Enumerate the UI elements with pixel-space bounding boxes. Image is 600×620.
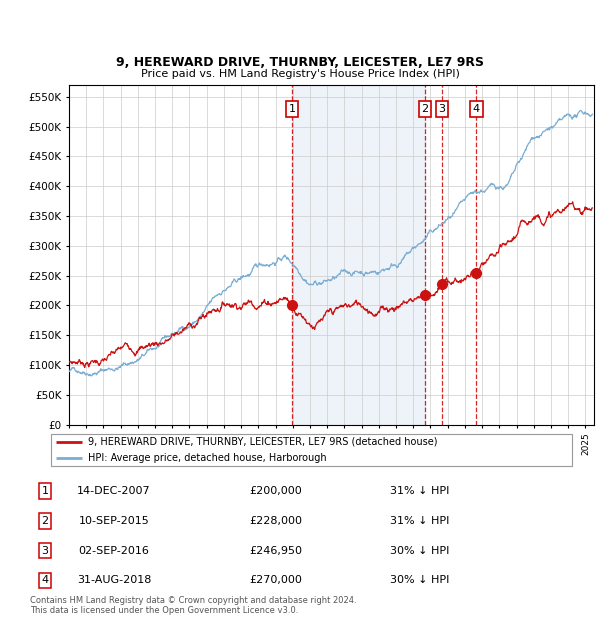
Text: 30% ↓ HPI: 30% ↓ HPI: [391, 575, 449, 585]
Text: 3: 3: [41, 546, 49, 556]
Text: 4: 4: [473, 104, 480, 114]
Text: £228,000: £228,000: [250, 516, 302, 526]
Text: 9, HEREWARD DRIVE, THURNBY, LEICESTER, LE7 9RS (detached house): 9, HEREWARD DRIVE, THURNBY, LEICESTER, L…: [88, 437, 437, 447]
Text: 9, HEREWARD DRIVE, THURNBY, LEICESTER, LE7 9RS: 9, HEREWARD DRIVE, THURNBY, LEICESTER, L…: [116, 56, 484, 68]
Text: 31% ↓ HPI: 31% ↓ HPI: [391, 516, 449, 526]
Text: 3: 3: [439, 104, 446, 114]
Bar: [292, 85, 425, 425]
Text: 2: 2: [41, 516, 49, 526]
Text: Contains HM Land Registry data © Crown copyright and database right 2024.
This d: Contains HM Land Registry data © Crown c…: [30, 596, 356, 615]
Text: £200,000: £200,000: [250, 486, 302, 496]
FancyBboxPatch shape: [50, 434, 572, 466]
Text: 02-SEP-2016: 02-SEP-2016: [79, 546, 149, 556]
Text: £270,000: £270,000: [250, 575, 302, 585]
Text: HPI: Average price, detached house, Harborough: HPI: Average price, detached house, Harb…: [88, 453, 326, 463]
Text: 4: 4: [41, 575, 49, 585]
Text: Price paid vs. HM Land Registry's House Price Index (HPI): Price paid vs. HM Land Registry's House …: [140, 69, 460, 79]
Text: 30% ↓ HPI: 30% ↓ HPI: [391, 546, 449, 556]
Text: 10-SEP-2015: 10-SEP-2015: [79, 516, 149, 526]
Text: 2: 2: [422, 104, 429, 114]
Text: 1: 1: [289, 104, 296, 114]
Text: 31-AUG-2018: 31-AUG-2018: [77, 575, 151, 585]
Text: 14-DEC-2007: 14-DEC-2007: [77, 486, 151, 496]
Text: 1: 1: [41, 486, 49, 496]
Text: £246,950: £246,950: [250, 546, 302, 556]
Text: 31% ↓ HPI: 31% ↓ HPI: [391, 486, 449, 496]
